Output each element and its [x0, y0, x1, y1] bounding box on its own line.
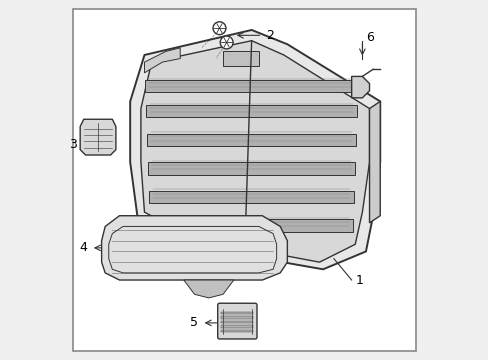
- Bar: [147, 134, 355, 146]
- Polygon shape: [369, 102, 380, 223]
- Bar: [221, 312, 253, 314]
- Polygon shape: [141, 41, 369, 262]
- Circle shape: [220, 36, 233, 49]
- Text: 6: 6: [365, 31, 373, 44]
- Bar: [221, 316, 253, 319]
- Bar: [223, 51, 258, 66]
- Bar: [221, 330, 253, 332]
- Bar: [221, 325, 253, 328]
- Polygon shape: [144, 48, 180, 73]
- Bar: [148, 162, 354, 175]
- Polygon shape: [130, 30, 380, 269]
- Bar: [146, 105, 356, 117]
- Polygon shape: [102, 216, 287, 280]
- Text: 2: 2: [265, 29, 273, 42]
- Text: 5: 5: [190, 316, 198, 329]
- Bar: [145, 80, 357, 93]
- Text: 4: 4: [79, 241, 87, 255]
- Polygon shape: [80, 119, 116, 155]
- Text: 1: 1: [354, 274, 363, 287]
- Bar: [150, 219, 352, 232]
- FancyBboxPatch shape: [217, 303, 257, 339]
- Polygon shape: [183, 280, 233, 298]
- Bar: [221, 321, 253, 323]
- Text: 3: 3: [69, 138, 77, 151]
- Circle shape: [213, 22, 225, 35]
- Polygon shape: [351, 76, 369, 98]
- Bar: [149, 191, 353, 203]
